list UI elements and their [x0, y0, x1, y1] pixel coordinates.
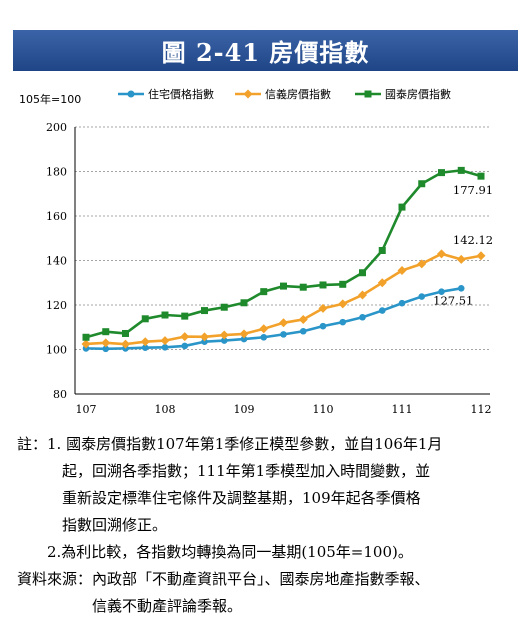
data-point: [220, 303, 228, 311]
data-point: [338, 299, 348, 309]
data-point: [299, 283, 307, 291]
legend-item-sinyi: 信義房價指數: [235, 86, 331, 102]
price-index-chart: 80 100 120 140 160 180 200 107 108 109 110 111 112 12…: [46, 121, 493, 416]
data-point: [280, 282, 287, 290]
data-point: [240, 299, 248, 307]
note-line: 重新設定標準住宅條件及調整基期，109年起各季價格: [17, 489, 421, 507]
data-point: [141, 315, 149, 323]
data-label-end: 142.12: [453, 233, 493, 247]
legend-swatch-cathay: [355, 90, 381, 98]
data-point: [260, 288, 268, 296]
data-point: [417, 259, 427, 269]
x-tick-label: 109: [234, 403, 255, 416]
unit-label: 105年=100: [19, 93, 82, 106]
data-point: [181, 312, 189, 320]
data-point: [201, 338, 208, 346]
data-point: [318, 303, 328, 313]
data-label-end: 127.51: [433, 293, 473, 307]
legend-swatch-sinyi: [235, 89, 261, 99]
note-line: 指數回溯修正。: [17, 516, 168, 534]
data-point: [457, 166, 465, 174]
y-tick-label: 120: [46, 299, 67, 312]
data-point: [101, 338, 111, 348]
legend-label-cathay: 國泰房價指數: [385, 88, 451, 101]
data-point: [339, 280, 347, 288]
data-point: [438, 288, 445, 295]
data-point: [418, 293, 426, 300]
data-point: [377, 278, 387, 288]
data-point: [378, 246, 386, 254]
data-point: [240, 335, 248, 343]
data-point: [339, 318, 347, 326]
data-point: [398, 299, 406, 307]
notes-section: 註：1. 國泰房價指數107年第1季修正模型參數，並自106年1月 起，回溯各季…: [17, 431, 522, 620]
data-point: [378, 307, 386, 314]
data-point: [437, 249, 446, 259]
legend-label-residential: 住宅價格指數: [148, 88, 214, 101]
note-line: 2.為利比較，各指數均轉換為同一基期(105年=100)。: [17, 543, 413, 561]
data-point: [141, 344, 149, 352]
data-point: [358, 290, 367, 300]
data-point: [319, 281, 327, 289]
data-label-end: 177.91: [453, 183, 493, 197]
data-point: [102, 345, 110, 353]
y-tick-label: 140: [46, 255, 67, 268]
legend-item-cathay: 國泰房價指數: [355, 86, 451, 102]
data-point: [398, 203, 406, 211]
x-tick-label: 112: [471, 403, 492, 416]
data-point: [280, 331, 287, 338]
data-point: [456, 254, 466, 264]
data-point: [279, 318, 288, 328]
data-point: [219, 330, 229, 340]
data-point: [259, 324, 269, 334]
y-tick-label: 80: [53, 388, 67, 401]
data-point: [438, 169, 445, 177]
y-tick-label: 180: [46, 166, 67, 179]
x-tick-label: 111: [392, 403, 413, 416]
data-point: [220, 337, 228, 344]
data-point: [161, 343, 169, 351]
note-line: 起，回溯各季指數；111年第1季模型加入時間變數，並: [17, 462, 431, 480]
data-point: [121, 339, 130, 349]
data-point: [477, 172, 485, 180]
data-point: [359, 313, 366, 321]
legend-swatch-residential: [118, 90, 144, 98]
data-point: [239, 329, 249, 339]
y-tick-label: 200: [46, 121, 67, 134]
figure-title-banner: 圖 2-41 房價指數: [13, 30, 518, 71]
data-point: [260, 333, 268, 341]
note-line: 註：1. 國泰房價指數107年第1季修正模型參數，並自106年1月: [17, 435, 443, 453]
data-point: [181, 342, 189, 350]
y-tick-label: 100: [46, 344, 67, 357]
y-tick-label: 160: [46, 210, 67, 223]
data-point: [82, 333, 90, 341]
data-point: [102, 328, 110, 336]
data-point: [160, 336, 170, 346]
data-point: [201, 307, 208, 315]
data-point: [200, 332, 209, 342]
data-point: [418, 180, 426, 188]
data-point: [180, 332, 190, 342]
data-point: [299, 327, 307, 335]
data-point: [319, 322, 327, 330]
data-point: [397, 266, 407, 276]
series-line-2: [85, 169, 482, 339]
data-point: [359, 269, 366, 277]
data-point: [457, 284, 465, 292]
data-point: [81, 339, 91, 349]
legend-label-sinyi: 信義房價指數: [265, 88, 331, 101]
x-tick-label: 110: [313, 403, 334, 416]
source-line: 資料來源：內政部「不動產資訊平台」、國泰房地產指數季報、: [17, 570, 430, 588]
data-point: [161, 311, 169, 319]
data-point: [298, 314, 308, 324]
figure-title: 圖 2-41 房價指數: [161, 38, 370, 67]
legend-item-residential: 住宅價格指數: [118, 86, 214, 102]
x-tick-label: 108: [155, 403, 176, 416]
x-tick-label: 107: [76, 403, 97, 416]
data-point: [122, 329, 129, 337]
data-point: [476, 251, 486, 261]
data-point: [140, 337, 150, 347]
source-line: 信義不動產評論季報。: [17, 597, 243, 615]
